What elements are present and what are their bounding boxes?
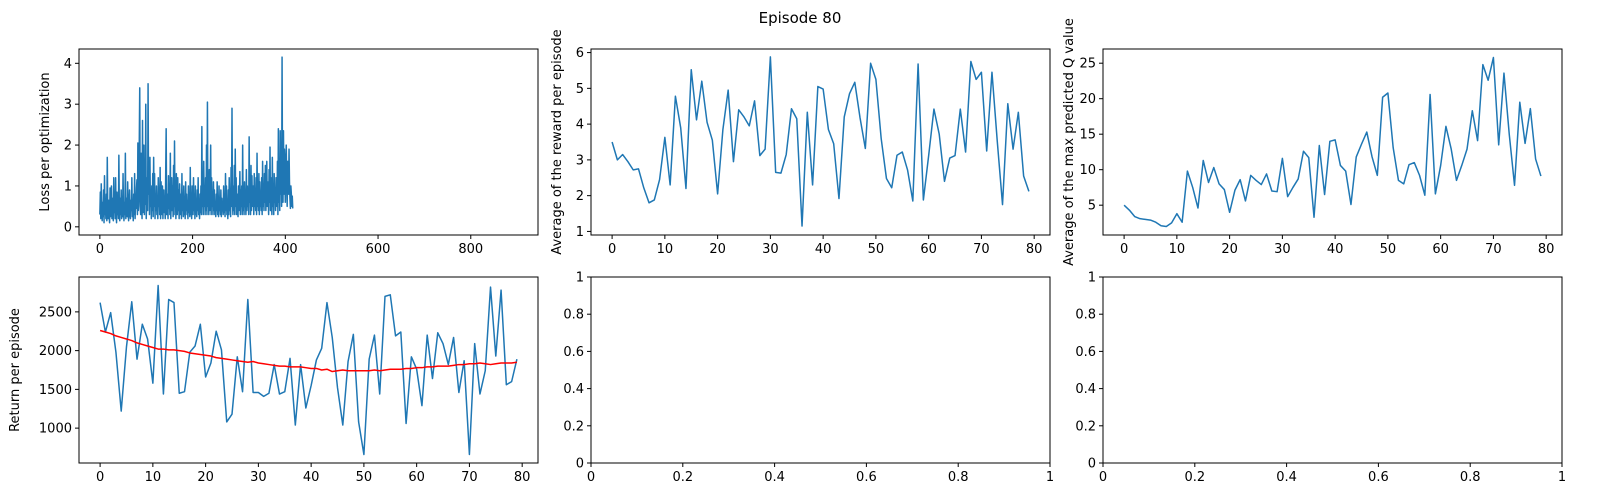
max_q-ytick-label-2: 15 (1079, 128, 1096, 143)
subplot-empty_2: 0 0.2 0.4 0.6 0.8 1 0 0.2 0.4 0.6 0.8 1 (1075, 271, 1566, 486)
loss-xtick-label-0: 0 (96, 242, 104, 257)
max_q-ytick-label-3: 20 (1079, 92, 1096, 107)
return-xtick-label-1: 10 (145, 470, 162, 485)
loss-ylabel: Loss per optimization (38, 72, 53, 211)
loss-series-0-line (99, 56, 294, 224)
subplot-avg_reward: 0 10 20 30 40 50 60 70 80 1 2 3 4 5 6 Average of the re… (550, 29, 1051, 257)
empty_1-axes-frame (590, 276, 1051, 464)
return-ytick-label-1: 1500 (39, 383, 72, 398)
empty_2-ytick-label-2: 0.4 (1075, 382, 1096, 397)
loss-xtick-label-2: 400 (273, 242, 298, 257)
figure-suptitle: Episode 80 (759, 9, 842, 27)
avg_reward-ylabel: Average of the reward per episode (550, 29, 565, 254)
avg_reward-series-0-line (611, 56, 1030, 227)
avg_reward-xtick-label-2: 20 (709, 242, 726, 257)
return-axes-frame (78, 276, 539, 464)
max_q-ytick-label-4: 25 (1079, 57, 1096, 72)
empty_2-axes-frame (1102, 276, 1563, 464)
loss-xtick-label-4: 800 (458, 242, 483, 257)
empty_2-ytick-label-4: 0.8 (1075, 308, 1096, 323)
empty_2-xtick-label-2: 0.4 (1276, 470, 1297, 485)
loss-xtick-label-1: 200 (180, 242, 205, 257)
loss-ytick-label-4: 4 (64, 57, 72, 72)
empty_1-xtick-label-2: 0.4 (764, 470, 785, 485)
avg_reward-ytick-label-3: 4 (576, 118, 584, 133)
return-series-0-line (99, 284, 518, 456)
empty_1-ytick-label-1: 0.2 (563, 419, 584, 434)
avg_reward-ytick-label-0: 1 (576, 225, 584, 240)
return-series-1-line (99, 329, 518, 373)
empty_1-ytick-label-4: 0.8 (563, 308, 584, 323)
avg_reward-ytick-label-2: 3 (576, 153, 584, 168)
return-xtick-label-6: 60 (408, 470, 425, 485)
empty_2-ytick-label-3: 0.6 (1075, 345, 1096, 360)
empty_1-xtick-label-4: 0.8 (948, 470, 969, 485)
max_q-xtick-label-6: 60 (1432, 242, 1449, 257)
return-xtick-label-0: 0 (96, 470, 104, 485)
avg_reward-xtick-label-3: 30 (762, 242, 779, 257)
return-xtick-label-5: 50 (356, 470, 373, 485)
return-xtick-label-2: 20 (197, 470, 214, 485)
max_q-xtick-label-5: 50 (1380, 242, 1397, 257)
avg_reward-xtick-label-7: 70 (973, 242, 990, 257)
max_q-axes-frame (1102, 48, 1563, 236)
avg_reward-ytick-label-1: 2 (576, 189, 584, 204)
avg_reward-axes-frame (590, 48, 1051, 236)
avg_reward-xtick-label-1: 10 (657, 242, 674, 257)
max_q-ytick-label-0: 5 (1088, 199, 1096, 214)
empty_2-ytick-label-1: 0.2 (1075, 419, 1096, 434)
loss-ytick-label-3: 3 (64, 98, 72, 113)
empty_1-ytick-label-2: 0.4 (563, 382, 584, 397)
max_q-xtick-label-7: 70 (1485, 242, 1502, 257)
loss-ytick-label-2: 2 (64, 139, 72, 154)
empty_2-xtick-label-1: 0.2 (1184, 470, 1205, 485)
empty_1-ytick-label-3: 0.6 (563, 345, 584, 360)
max_q-xtick-label-1: 10 (1169, 242, 1186, 257)
empty_2-xtick-label-0: 0 (1099, 470, 1107, 485)
return-ytick-label-2: 2000 (39, 344, 72, 359)
empty_1-xtick-label-1: 0.2 (672, 470, 693, 485)
empty_2-xtick-label-5: 1 (1558, 470, 1566, 485)
empty_2-ytick-label-5: 1 (1088, 271, 1096, 286)
empty_2-xtick-label-4: 0.8 (1460, 470, 1481, 485)
avg_reward-xtick-label-8: 80 (1026, 242, 1043, 257)
avg_reward-xtick-label-6: 60 (920, 242, 937, 257)
empty_1-xtick-label-3: 0.6 (856, 470, 877, 485)
return-ytick-label-0: 1000 (39, 422, 72, 437)
return-xtick-label-7: 70 (461, 470, 478, 485)
return-xtick-label-4: 40 (303, 470, 320, 485)
subplot-return: 0 10 20 30 40 50 60 70 80 1000 1500 2000 2500 Return … (8, 276, 539, 485)
max_q-xtick-label-4: 40 (1327, 242, 1344, 257)
return-ytick-label-3: 2500 (39, 305, 72, 320)
empty_2-ytick-label-0: 0 (1088, 457, 1096, 472)
return-xtick-label-3: 30 (250, 470, 267, 485)
empty_1-xtick-label-0: 0 (587, 470, 595, 485)
avg_reward-xtick-label-5: 50 (868, 242, 885, 257)
max_q-ytick-label-1: 10 (1079, 163, 1096, 178)
subplot-loss: 0 200 400 600 800 0 1 2 3 4 Loss per optimization (38, 48, 539, 257)
return-ylabel: Return per episode (8, 308, 23, 432)
loss-xtick-label-3: 600 (366, 242, 391, 257)
max_q-xtick-label-2: 20 (1221, 242, 1238, 257)
max_q-xtick-label-8: 80 (1538, 242, 1555, 257)
empty_1-xtick-label-5: 1 (1046, 470, 1054, 485)
avg_reward-ytick-label-4: 5 (576, 82, 584, 97)
avg_reward-xtick-label-0: 0 (608, 242, 616, 257)
loss-ytick-label-0: 0 (64, 220, 72, 235)
avg_reward-xtick-label-4: 40 (815, 242, 832, 257)
max_q-xtick-label-3: 30 (1274, 242, 1291, 257)
empty_1-ytick-label-5: 1 (576, 271, 584, 286)
loss-ytick-label-1: 1 (64, 179, 72, 194)
subplot-empty_1: 0 0.2 0.4 0.6 0.8 1 0 0.2 0.4 0.6 0.8 1 (563, 271, 1054, 486)
loss-axes-frame (78, 48, 539, 236)
max_q-xtick-label-0: 0 (1120, 242, 1128, 257)
max_q-ylabel: Average of the max predicted Q value (1062, 18, 1077, 266)
empty_2-xtick-label-3: 0.6 (1368, 470, 1389, 485)
return-xtick-label-8: 80 (514, 470, 531, 485)
empty_1-ytick-label-0: 0 (576, 457, 584, 472)
avg_reward-ytick-label-5: 6 (576, 46, 584, 61)
max_q-series-0-line (1123, 56, 1542, 228)
